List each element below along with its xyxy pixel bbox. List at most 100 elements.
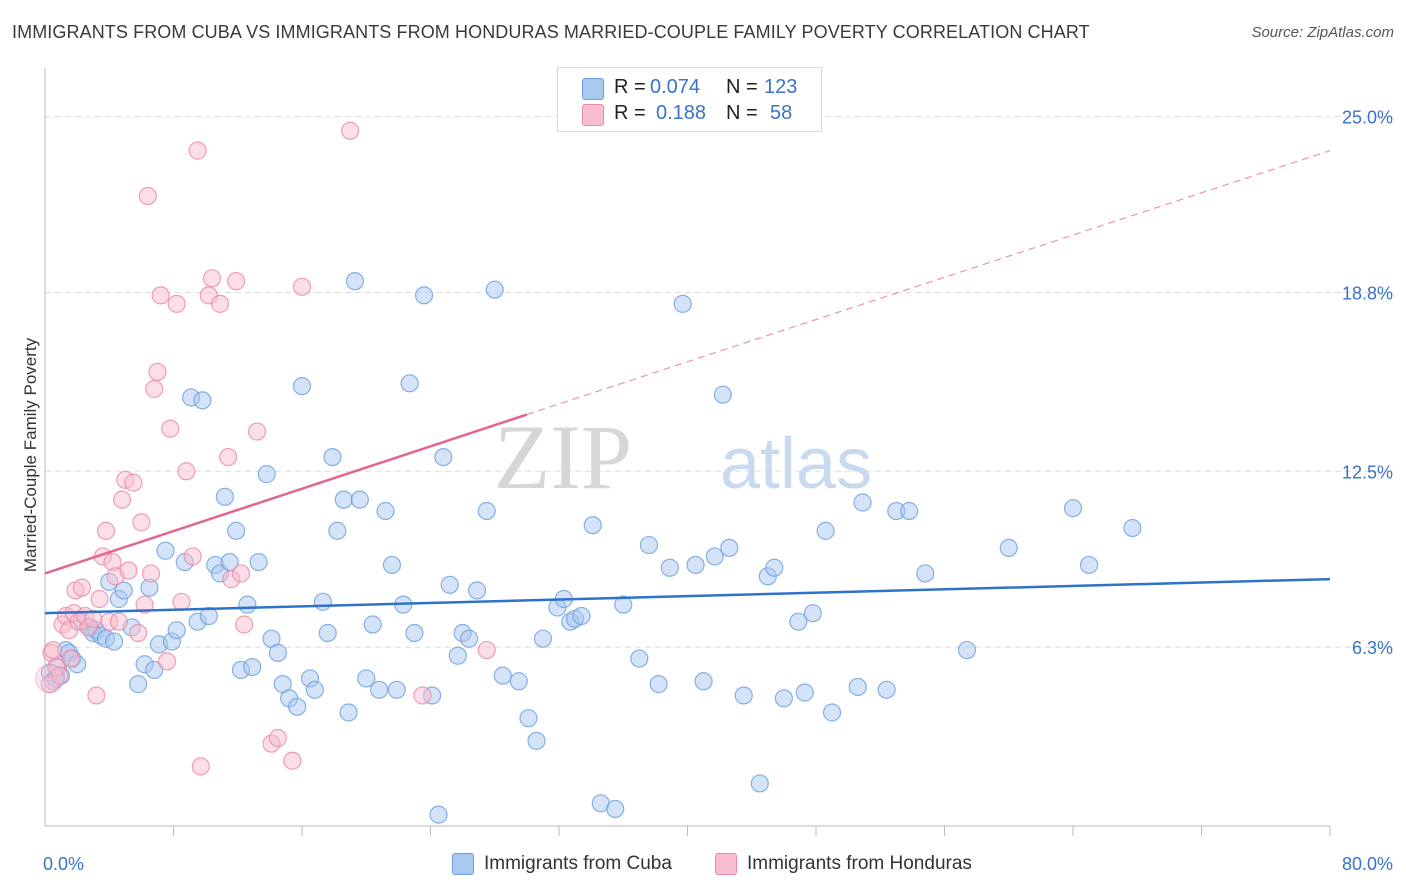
- cuba-point: [789, 612, 808, 631]
- n-value: 58: [770, 102, 793, 124]
- chart-title: IMMIGRANTS FROM CUBA VS IMMIGRANTS FROM …: [12, 22, 1090, 42]
- cuba-point: [485, 280, 504, 299]
- n-label: N =: [726, 76, 758, 98]
- cuba-point: [639, 535, 659, 555]
- cuba-point: [916, 564, 935, 583]
- cuba-point: [357, 669, 376, 688]
- honduras-point: [151, 286, 170, 305]
- cuba-point: [765, 558, 784, 577]
- watermark-atlas: atlas: [720, 424, 872, 504]
- cuba-point: [370, 680, 389, 699]
- cuba-swatch: [582, 78, 604, 100]
- honduras-point: [119, 561, 138, 580]
- legend-label: Immigrants from Cuba: [484, 853, 672, 874]
- cuba-point: [238, 595, 257, 614]
- honduras-point: [129, 623, 148, 643]
- honduras-point: [247, 422, 267, 441]
- watermark-zip: ZIP: [494, 406, 632, 508]
- x-tick-label: 0.0%: [43, 854, 84, 874]
- honduras-point: [183, 547, 202, 566]
- honduras-point: [231, 564, 251, 583]
- honduras-point: [292, 277, 312, 296]
- cuba-point: [292, 377, 312, 396]
- honduras-point: [177, 462, 196, 481]
- cuba-point: [848, 677, 867, 697]
- r-value: 0.074: [650, 76, 701, 98]
- cuba-point: [334, 490, 353, 509]
- cuba-point: [376, 501, 395, 521]
- y-tick-label: 25.0%: [1342, 108, 1393, 128]
- cuba-point: [305, 680, 324, 699]
- cuba-point: [429, 805, 448, 824]
- cuba-point: [660, 558, 679, 577]
- cuba-point: [795, 683, 814, 702]
- honduras-legend-swatch: [715, 853, 737, 875]
- cuba-point: [1079, 555, 1099, 575]
- honduras-point: [109, 612, 128, 631]
- cuba-point: [816, 521, 835, 540]
- cuba-point: [323, 447, 342, 467]
- honduras-point: [477, 640, 496, 660]
- cuba-point: [533, 629, 553, 648]
- cuba-point: [877, 680, 896, 699]
- r-label: R =: [614, 102, 646, 124]
- cuba-point: [382, 555, 402, 575]
- cuba-point: [193, 391, 212, 410]
- honduras-point: [157, 652, 177, 671]
- cuba-point: [673, 294, 692, 313]
- honduras-point: [167, 294, 186, 313]
- honduras-point: [219, 447, 238, 467]
- y-tick-label: 18.8%: [1342, 284, 1393, 304]
- cuba-point: [318, 623, 337, 643]
- honduras-point: [61, 649, 80, 668]
- cuba-point: [114, 581, 133, 600]
- x-tick-label: 80.0%: [1342, 854, 1393, 874]
- cuba-point: [713, 385, 732, 404]
- cuba-point: [999, 538, 1018, 558]
- cuba-point: [257, 465, 276, 484]
- honduras-point: [413, 686, 432, 705]
- honduras-point: [90, 589, 109, 609]
- cuba-point: [405, 623, 424, 643]
- cuba-point: [268, 643, 288, 662]
- honduras-point: [188, 141, 207, 160]
- cuba-point: [339, 703, 358, 722]
- n-value: 123: [764, 76, 798, 98]
- stats-legend: R = 0.074 N = 123 R = 0.188 N = 58: [557, 67, 822, 132]
- cuba-point: [167, 621, 186, 640]
- cuba-point: [129, 675, 148, 694]
- honduras-point: [124, 473, 143, 492]
- cuba-point: [614, 595, 633, 614]
- honduras-point-cluster: [35, 663, 65, 693]
- honduras-point: [43, 640, 63, 660]
- cuba-point: [1063, 499, 1083, 518]
- cuba-point: [199, 606, 218, 626]
- cuba-point: [900, 501, 919, 521]
- cuba-point: [519, 709, 538, 728]
- y-tick-label: 12.5%: [1342, 462, 1393, 482]
- cuba-trend-line: [44, 577, 1331, 615]
- cuba-point: [694, 672, 713, 691]
- honduras-series: [40, 121, 496, 776]
- honduras-point: [138, 186, 157, 206]
- cuba-point: [243, 657, 262, 677]
- cuba-point: [509, 672, 528, 691]
- honduras-point: [191, 757, 210, 776]
- cuba-point: [345, 272, 365, 291]
- r-label: R =: [614, 76, 646, 98]
- cuba-point: [414, 286, 434, 305]
- cuba-point: [328, 521, 347, 540]
- cuba-point: [803, 604, 822, 623]
- cuba-legend-swatch: [452, 853, 474, 875]
- honduras-point: [235, 615, 254, 634]
- cuba-point: [350, 490, 369, 509]
- cuba-point: [750, 774, 769, 793]
- cuba-point: [249, 552, 268, 572]
- honduras-point: [172, 592, 191, 611]
- cuba-point: [459, 629, 479, 648]
- cuba-point: [440, 575, 459, 594]
- cuba-point: [104, 632, 124, 651]
- source-label: Source: ZipAtlas.com: [1251, 24, 1394, 41]
- y-axis-title: Married-Couple Family Poverty: [21, 337, 40, 572]
- honduras-point: [135, 595, 154, 614]
